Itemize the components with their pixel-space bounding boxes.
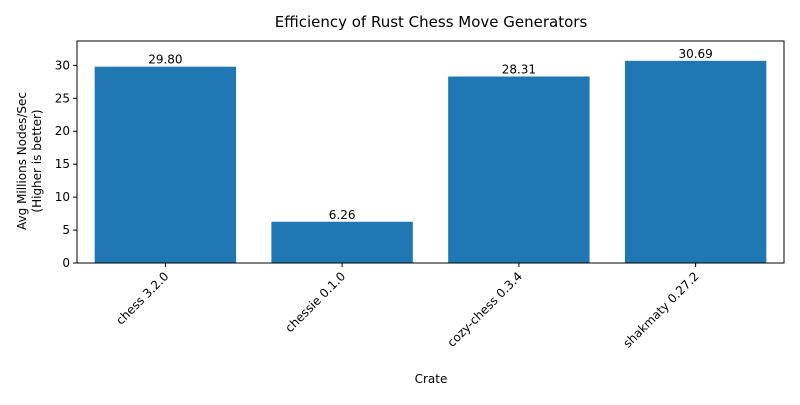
- x-axis-label: Crate: [415, 372, 448, 386]
- chart-title: Efficiency of Rust Chess Move Generators: [275, 13, 588, 31]
- x-tick-label-3: shakmaty 0.27.2: [620, 269, 701, 350]
- plot-frame: [76, 40, 785, 264]
- y-axis-label-line-1: Avg Millions Nodes/Sec: [15, 92, 29, 230]
- y-axis-label: Avg Millions Nodes/Sec (Higher is better…: [15, 92, 44, 230]
- data-label-1: 6.26: [329, 208, 356, 222]
- y-tick-label-0: 0: [62, 256, 70, 270]
- y-tick-label-3: 15: [55, 157, 70, 171]
- y-tick-label-1: 5: [62, 223, 70, 237]
- x-tick-label-1: chessie 0.1.0: [282, 269, 348, 335]
- y-tick-label-4: 20: [55, 124, 70, 138]
- bar-0: [94, 66, 237, 263]
- y-tick-label-2: 10: [55, 190, 70, 204]
- y-tick-label-6: 30: [55, 58, 70, 72]
- bar-2: [448, 76, 590, 263]
- x-tick-label-0: chess 3.2.0: [113, 269, 171, 327]
- data-label-2: 28.31: [502, 63, 536, 77]
- y-axis-label-line-2: (Higher is better): [30, 109, 44, 212]
- bar-1: [271, 221, 413, 263]
- bar-3: [624, 60, 767, 263]
- y-tick-label-5: 25: [55, 91, 70, 105]
- data-label-3: 30.69: [678, 47, 712, 61]
- data-label-0: 29.80: [148, 53, 182, 67]
- x-tick-label-2: cozy-chess 0.3.4: [444, 269, 525, 350]
- bars-group: 29.80 6.26 28.31 30.69: [94, 47, 767, 263]
